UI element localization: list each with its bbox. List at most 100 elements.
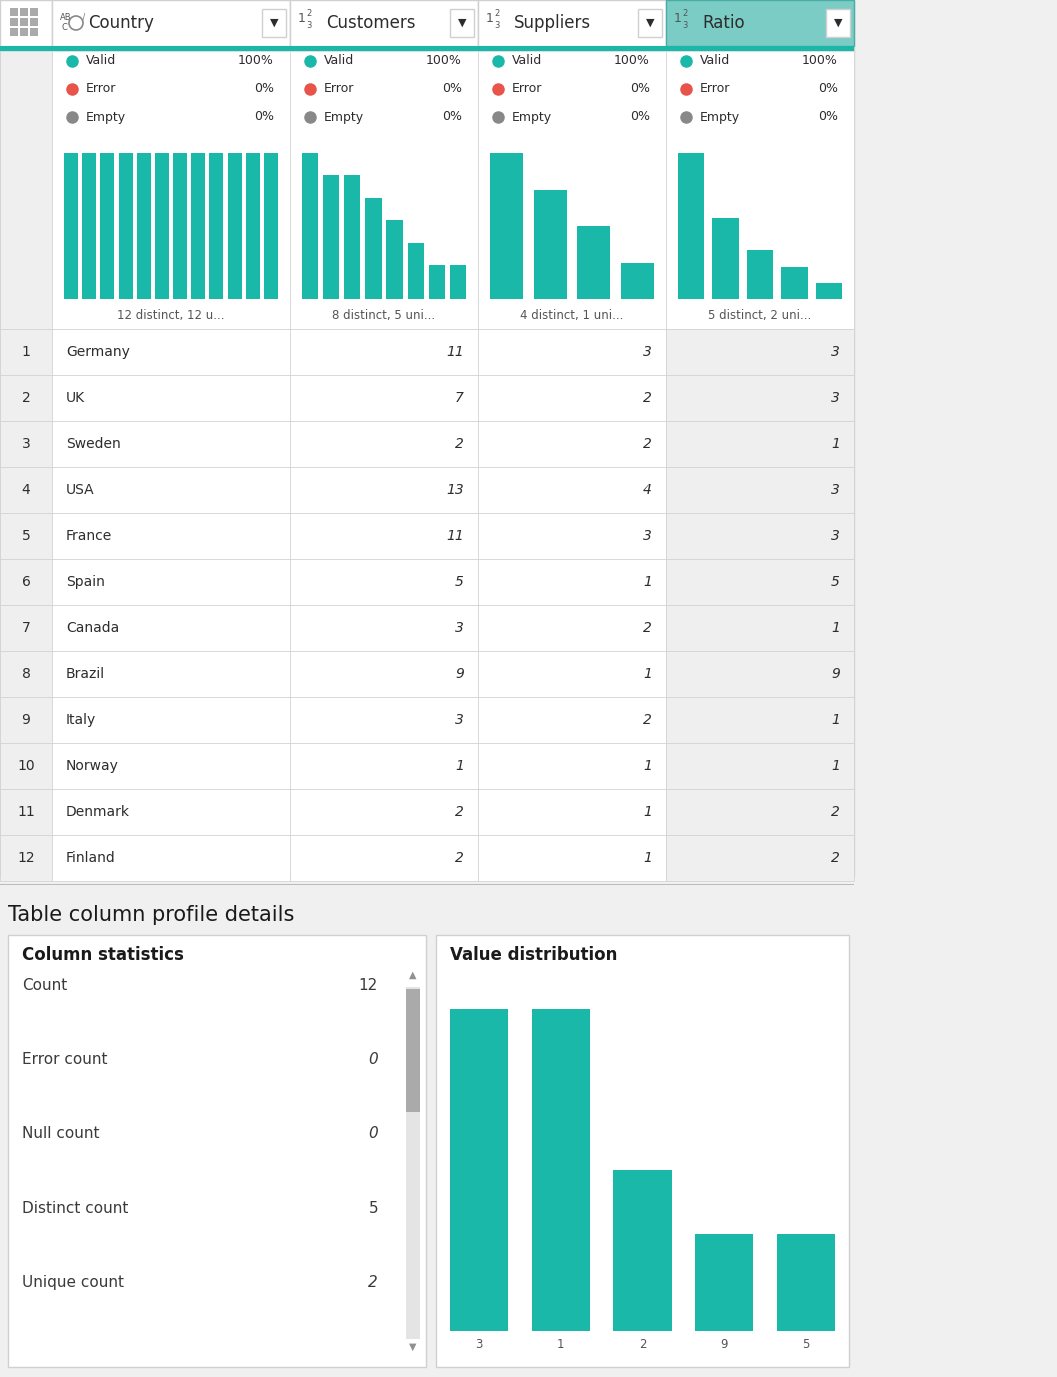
Bar bbox=[10, 8, 18, 17]
Text: 11: 11 bbox=[17, 806, 35, 819]
Text: Country: Country bbox=[88, 14, 154, 32]
Bar bbox=[678, 153, 704, 299]
Text: 3: 3 bbox=[831, 483, 840, 497]
Bar bbox=[52, 697, 290, 744]
Text: Column statistics: Column statistics bbox=[22, 946, 184, 964]
Text: Null count: Null count bbox=[22, 1126, 99, 1142]
Text: Error: Error bbox=[86, 83, 116, 95]
Bar bbox=[696, 1234, 754, 1332]
Text: 7: 7 bbox=[456, 391, 464, 405]
Text: 1: 1 bbox=[456, 759, 464, 772]
Bar bbox=[64, 153, 78, 299]
Text: Spain: Spain bbox=[66, 576, 105, 589]
Bar bbox=[366, 198, 382, 299]
Text: 3: 3 bbox=[456, 713, 464, 727]
Bar bbox=[490, 153, 523, 299]
Bar bbox=[478, 744, 666, 789]
Bar bbox=[781, 267, 808, 299]
Text: 0%: 0% bbox=[818, 110, 838, 124]
Text: ▼: ▼ bbox=[409, 1343, 416, 1352]
Text: 2: 2 bbox=[638, 1338, 646, 1351]
Text: 11: 11 bbox=[446, 346, 464, 359]
Bar bbox=[290, 421, 478, 467]
Bar bbox=[666, 651, 854, 697]
Text: 0%: 0% bbox=[442, 83, 462, 95]
Bar bbox=[290, 559, 478, 605]
Bar bbox=[302, 153, 318, 299]
Text: Error: Error bbox=[512, 83, 542, 95]
Text: 2: 2 bbox=[456, 806, 464, 819]
Bar bbox=[387, 220, 403, 299]
Text: 7: 7 bbox=[21, 621, 31, 635]
Bar bbox=[435, 935, 849, 1367]
Text: 2: 2 bbox=[643, 713, 652, 727]
Text: 9: 9 bbox=[21, 713, 31, 727]
Bar bbox=[666, 834, 854, 881]
Bar bbox=[262, 10, 286, 37]
Text: 1: 1 bbox=[643, 851, 652, 865]
Text: 5: 5 bbox=[21, 529, 31, 543]
Bar bbox=[577, 226, 611, 299]
Bar bbox=[20, 8, 27, 17]
Bar bbox=[0, 0, 854, 876]
Text: Table column profile details: Table column profile details bbox=[8, 905, 295, 925]
Text: Ratio: Ratio bbox=[702, 14, 744, 32]
Text: 1: 1 bbox=[486, 11, 494, 25]
Text: 3: 3 bbox=[831, 346, 840, 359]
Bar bbox=[246, 153, 260, 299]
Text: 5: 5 bbox=[802, 1338, 810, 1351]
Bar bbox=[478, 559, 666, 605]
Bar bbox=[478, 421, 666, 467]
Text: 5: 5 bbox=[456, 576, 464, 589]
Bar bbox=[478, 651, 666, 697]
Bar bbox=[666, 559, 854, 605]
Text: 8 distinct, 5 uni...: 8 distinct, 5 uni... bbox=[333, 308, 435, 321]
Bar bbox=[478, 834, 666, 881]
Text: 2: 2 bbox=[456, 851, 464, 865]
Bar bbox=[0, 559, 52, 605]
Text: 1: 1 bbox=[831, 713, 840, 727]
Text: 1: 1 bbox=[831, 759, 840, 772]
Text: Italy: Italy bbox=[66, 713, 96, 727]
Bar bbox=[0, 744, 52, 789]
Text: 9: 9 bbox=[831, 666, 840, 682]
Bar bbox=[712, 218, 739, 299]
Text: AB: AB bbox=[60, 14, 72, 22]
Bar bbox=[8, 935, 426, 1367]
Bar bbox=[478, 789, 666, 834]
Text: Canada: Canada bbox=[66, 621, 119, 635]
Text: 3: 3 bbox=[456, 621, 464, 635]
Bar bbox=[52, 834, 290, 881]
Text: Customers: Customers bbox=[326, 14, 415, 32]
Bar bbox=[191, 153, 205, 299]
Text: 0%: 0% bbox=[630, 110, 650, 124]
Text: 5: 5 bbox=[831, 576, 840, 589]
Bar bbox=[666, 467, 854, 514]
Text: Value distribution: Value distribution bbox=[450, 946, 617, 964]
Text: 1: 1 bbox=[831, 437, 840, 452]
Text: 100%: 100% bbox=[426, 55, 462, 67]
Bar bbox=[0, 514, 52, 559]
Bar bbox=[666, 421, 854, 467]
Bar bbox=[478, 0, 666, 45]
Bar bbox=[0, 651, 52, 697]
Text: Error count: Error count bbox=[22, 1052, 108, 1067]
Bar bbox=[290, 744, 478, 789]
Text: 2: 2 bbox=[643, 621, 652, 635]
Bar bbox=[155, 153, 169, 299]
Bar bbox=[478, 514, 666, 559]
Bar bbox=[20, 28, 27, 36]
Text: 1: 1 bbox=[831, 621, 840, 635]
Text: 0%: 0% bbox=[254, 110, 274, 124]
Bar bbox=[666, 375, 854, 421]
Text: Germany: Germany bbox=[66, 346, 130, 359]
Text: Finland: Finland bbox=[66, 851, 116, 865]
Bar bbox=[30, 8, 38, 17]
Text: 2: 2 bbox=[21, 391, 31, 405]
Bar bbox=[227, 153, 242, 299]
Bar bbox=[173, 153, 187, 299]
Bar bbox=[0, 834, 52, 881]
Bar bbox=[450, 10, 474, 37]
Bar bbox=[52, 467, 290, 514]
Text: Unique count: Unique count bbox=[22, 1275, 124, 1290]
